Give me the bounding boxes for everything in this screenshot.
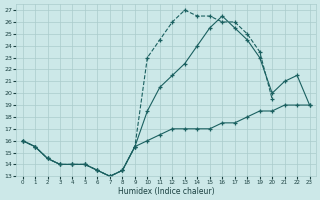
X-axis label: Humidex (Indice chaleur): Humidex (Indice chaleur) <box>118 187 214 196</box>
